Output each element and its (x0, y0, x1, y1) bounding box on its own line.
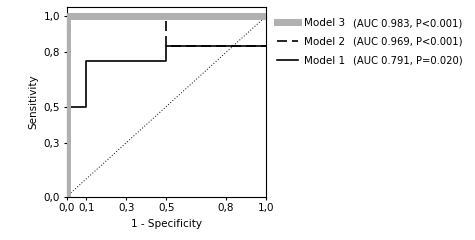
Y-axis label: Sensitivity: Sensitivity (28, 75, 38, 129)
Text: (AUC 0.969, P<0.001): (AUC 0.969, P<0.001) (353, 37, 463, 47)
Text: (AUC 0.791, P=0.020): (AUC 0.791, P=0.020) (353, 56, 463, 66)
X-axis label: 1 - Specificity: 1 - Specificity (131, 219, 202, 229)
Legend: Model 3, Model 2, Model 1: Model 3, Model 2, Model 1 (277, 18, 345, 66)
Text: (AUC 0.983, P<0.001): (AUC 0.983, P<0.001) (353, 18, 463, 28)
